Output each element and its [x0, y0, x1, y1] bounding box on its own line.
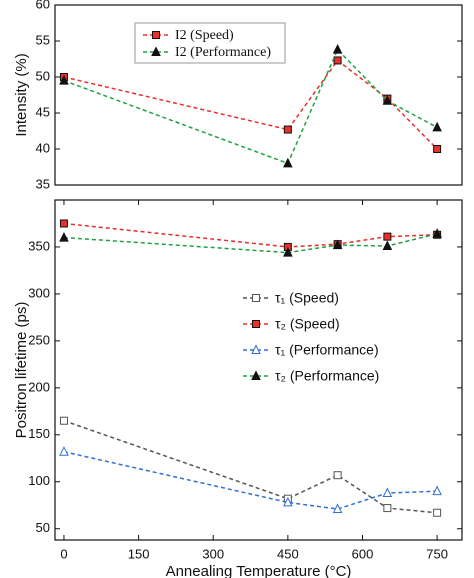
- x-tick-label: 0: [60, 546, 67, 561]
- y-tick-label: 200: [28, 379, 50, 394]
- data-point: [59, 219, 68, 228]
- x-tick-label: 150: [128, 546, 150, 561]
- y-axis-label: Intensity (%): [13, 53, 30, 136]
- y-tick-label: 150: [28, 426, 50, 441]
- series-line: [63, 233, 438, 254]
- x-tick-label: 450: [277, 546, 299, 561]
- data-point: [59, 446, 69, 456]
- legend-marker: [251, 344, 261, 354]
- legend-label: I2 (Performance): [175, 45, 271, 60]
- y-tick-label: 50: [36, 68, 50, 83]
- y-tick-label: 40: [36, 140, 50, 155]
- y-tick-label: 100: [28, 473, 50, 488]
- series-line: [63, 48, 438, 165]
- y-tick-label: 250: [28, 332, 50, 347]
- plot-frame: [54, 4, 463, 186]
- legend-marker: [152, 31, 160, 39]
- x-axis-label: Annealing Temperature (°C): [166, 563, 352, 578]
- legend-marker: [151, 46, 161, 56]
- legend-marker: [252, 320, 260, 328]
- x-tick-label: 300: [202, 546, 224, 561]
- series-line: [63, 222, 438, 248]
- data-point: [432, 228, 442, 238]
- data-point: [382, 240, 393, 251]
- y-axis-label: Positron lifetime (ps): [13, 302, 30, 439]
- legend-label: τ₁ (Performance): [275, 342, 379, 358]
- series-line: [63, 420, 438, 514]
- legend-marker: [252, 294, 260, 302]
- data-point: [332, 239, 343, 250]
- y-tick-label: 50: [36, 520, 50, 535]
- data-point: [383, 232, 392, 241]
- data-point: [432, 121, 442, 132]
- x-tick-label: 600: [352, 546, 374, 561]
- y-tick-label: 55: [36, 32, 50, 47]
- y-tick-label: 45: [36, 104, 50, 119]
- legend-label: I2 (Speed): [175, 28, 234, 43]
- data-point: [333, 56, 342, 65]
- data-point: [59, 74, 69, 85]
- data-point: [433, 508, 442, 517]
- data-point: [383, 504, 392, 513]
- data-point: [433, 145, 442, 153]
- y-tick-label: 35: [36, 176, 50, 191]
- legend-marker: [251, 370, 261, 380]
- data-point: [283, 125, 292, 134]
- y-tick-label: 300: [28, 285, 50, 300]
- data-point: [332, 503, 343, 514]
- data-point: [382, 95, 393, 105]
- data-point: [332, 44, 343, 54]
- data-point: [333, 471, 342, 480]
- data-point: [283, 157, 293, 168]
- legend-label: τ₂ (Speed): [275, 316, 340, 332]
- data-point: [283, 496, 293, 507]
- x-tick-label: 750: [426, 546, 448, 561]
- data-point: [59, 416, 68, 425]
- plot-frame: [54, 199, 463, 541]
- data-point: [283, 246, 293, 257]
- data-point: [432, 485, 442, 496]
- data-point: [382, 487, 393, 498]
- legend-label: τ₂ (Performance): [275, 368, 379, 384]
- series-line: [63, 59, 438, 150]
- series-line: [63, 450, 438, 510]
- y-tick-label: 350: [28, 238, 50, 253]
- legend-label: τ₁ (Speed): [275, 290, 339, 306]
- y-tick-label: 60: [36, 0, 50, 11]
- legend-box: [134, 22, 286, 64]
- data-point: [59, 231, 69, 242]
